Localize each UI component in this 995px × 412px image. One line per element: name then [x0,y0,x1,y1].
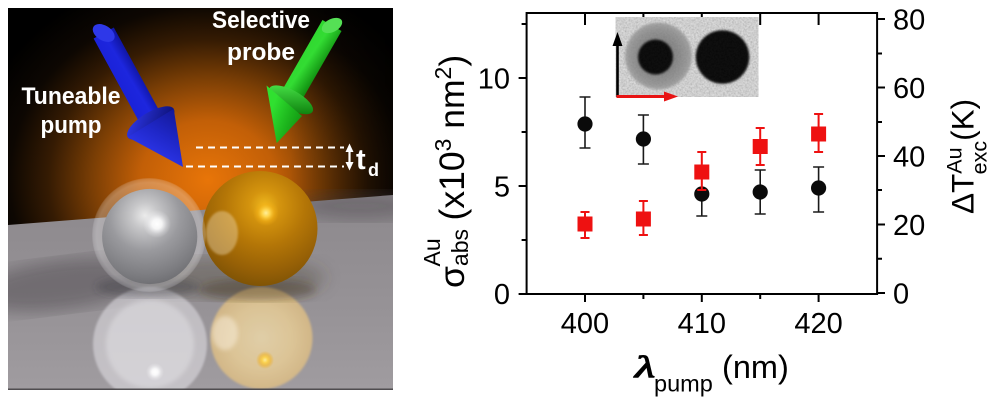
svg-text:0: 0 [893,279,909,311]
svg-text:20: 20 [893,210,925,242]
svg-text:80: 80 [893,5,925,37]
svg-text:Tuneable: Tuneable [22,83,121,110]
svg-text:420: 420 [794,308,842,340]
svg-text:400: 400 [561,308,609,340]
svg-text:5: 5 [494,172,510,204]
svg-text:Selective: Selective [212,7,310,34]
svg-text:t: t [356,144,366,176]
svg-text:d: d [368,160,379,180]
svg-text:λpump(nm): λpump (nm) [634,349,789,397]
svg-text:0: 0 [494,279,510,311]
svg-text:σabsAu (x103 nm2): σabsAu (x103 nm2) [419,55,473,288]
svg-text:410: 410 [678,308,726,340]
svg-text:10: 10 [478,64,510,96]
svg-text:pump: pump [41,112,102,139]
svg-text:probe: probe [227,39,295,66]
svg-text:40: 40 [893,142,925,174]
svg-text:60: 60 [893,73,925,105]
svg-text:ΔTAuexc(K): ΔTAuexc(K) [943,99,992,214]
